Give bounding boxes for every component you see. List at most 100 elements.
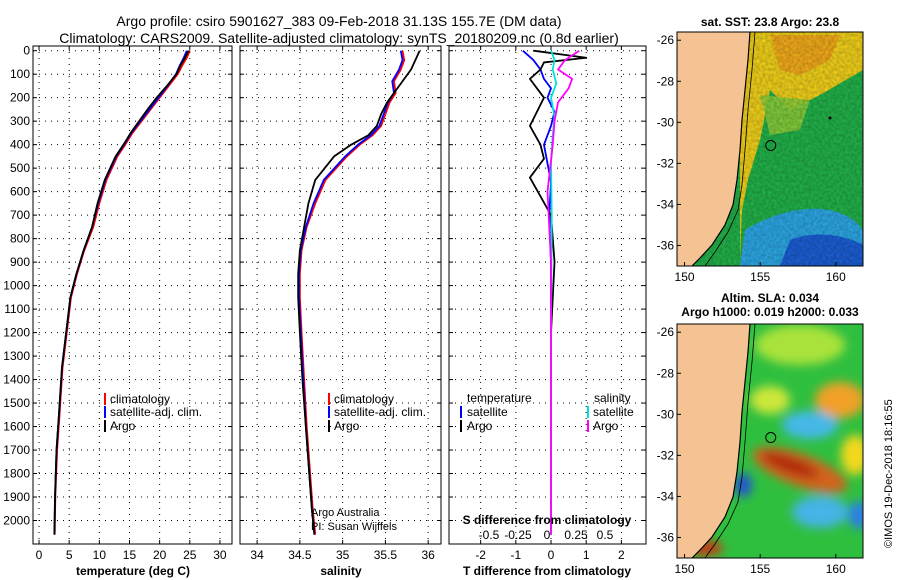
credit-line2: PI: Susan Wijffels: [311, 521, 397, 533]
temperature-ticks: 0 5 10 15 20 25 300100200300400500600700800900…: [3, 44, 232, 562]
temperature-xlabel: temperature (deg C): [76, 564, 190, 578]
sla-eddies: [687, 325, 863, 556]
ytick-label: 1700: [3, 443, 30, 457]
map-xtick-label: 150: [675, 562, 695, 576]
ytick-label: 900: [10, 255, 30, 269]
sst-dot: [828, 116, 832, 120]
xtick-label: 0: [548, 548, 555, 562]
salinity-legend: climatology satellite-adj. clim. Argo: [328, 392, 426, 433]
ytick-label: 600: [10, 185, 30, 199]
legend-climatology-label: climatology: [110, 392, 170, 406]
xtick-label: 35: [336, 548, 350, 562]
salinity-ticks: 34 34.5 35 35.5 36: [240, 46, 441, 562]
difference-top-axis-label: S difference from climatology: [463, 513, 632, 527]
xtick-label: 5: [66, 548, 73, 562]
ytick-label: 700: [10, 208, 30, 222]
legend-satellite-label: satellite-adj. clim.: [110, 405, 202, 419]
sst-map-title: sat. SST: 23.8 Argo: 23.8: [701, 15, 840, 29]
sst-map-ticks: 150 155 160 -26 -28 -30 -32 -34 -36: [657, 33, 846, 284]
legend-salinity-heading: salinity: [594, 391, 631, 405]
ytick-label: 1100: [4, 302, 30, 316]
figure-title-line1: Argo profile: csiro 5901627_383 09-Feb-2…: [116, 13, 561, 29]
difference-xlabel: T difference from climatology: [463, 564, 631, 578]
map-xtick-label: 150: [675, 270, 695, 284]
temperature-series: [53, 50, 191, 535]
credit-line1: Argo Australia: [311, 507, 380, 519]
xtick-label: 34: [250, 548, 264, 562]
sla-map-frame: [676, 323, 864, 559]
legend-satellite-label: satellite-adj. clim.: [334, 405, 426, 419]
sst-map-frame: [676, 31, 864, 267]
map-ytick-label: -34: [657, 489, 675, 503]
top-xtick-label: 0.25: [564, 528, 588, 542]
xtick-label: 20: [153, 548, 167, 562]
temperature-frame: [32, 45, 233, 545]
difference-frame: [448, 45, 647, 545]
sla-eddy: [792, 496, 848, 528]
sla-map-field: [677, 324, 863, 558]
xtick-label: 10: [93, 548, 107, 562]
ytick-label: 1200: [3, 326, 30, 340]
map-xtick-label: 160: [826, 562, 846, 576]
legend-sal-satellite-label: satellite: [593, 405, 634, 419]
difference-panel: -2 -1 0 1 2 -0.5 -0.25 0 0.25 0.5 T difference fr…: [448, 45, 647, 578]
map-xtick-label: 160: [826, 270, 846, 284]
difference-ticks: -2 -1 0 1 2 -0.5 -0.25 0 0.25 0.5: [449, 46, 646, 562]
xtick-label: -1: [511, 548, 522, 562]
temperature-grid: [33, 46, 232, 544]
legend-temp-satellite-label: satellite: [467, 405, 508, 419]
series-line-argo: [53, 50, 190, 535]
sla-eddy: [841, 435, 863, 475]
ytick-label: 1400: [3, 373, 30, 387]
legend-temp-argo-label: Argo: [467, 419, 493, 433]
sla-coastline: [691, 324, 751, 558]
xtick-label: -2: [475, 548, 486, 562]
sla-map: Altim. SLA: 0.034 Argo h1000: 0.019 h200…: [657, 291, 864, 576]
map-xtick-label: 155: [750, 270, 770, 284]
map-ytick-label: -30: [657, 115, 675, 129]
legend-argo-label: Argo: [334, 419, 360, 433]
legend-temperature-heading: temperature: [467, 391, 532, 405]
sst-map-field: [677, 32, 863, 266]
xtick-label: 30: [213, 548, 227, 562]
sla-map-ticks: 150 155 160 -26 -28 -30 -32 -34 -36: [657, 325, 846, 576]
series-line-climatology: [53, 50, 191, 535]
ytick-label: 300: [10, 114, 30, 128]
legend-sal-argo-label: Argo: [593, 419, 619, 433]
sla-eddy: [750, 386, 790, 414]
sst-coastline: [691, 32, 751, 266]
xtick-label: 25: [183, 548, 197, 562]
temperature-legend: climatology satellite-adj. clim. Argo: [104, 392, 202, 433]
legend-argo-label: Argo: [110, 419, 136, 433]
xtick-label: 35.5: [374, 548, 398, 562]
ytick-label: 1300: [3, 349, 30, 363]
map-ytick-label: -30: [657, 407, 675, 421]
salinity-xlabel: salinity: [320, 564, 362, 578]
ytick-label: 800: [10, 232, 30, 246]
ytick-label: 400: [10, 138, 30, 152]
sla-map-title-line1: Altim. SLA: 0.034: [721, 291, 819, 305]
temperature-panel: 0 5 10 15 20 25 300100200300400500600700800900…: [3, 44, 233, 578]
ytick-label: 100: [10, 67, 30, 81]
map-ytick-label: -36: [657, 238, 675, 252]
salinity-grid: [240, 46, 441, 544]
map-ytick-label: -26: [657, 325, 675, 339]
map-ytick-label: -32: [657, 156, 675, 170]
xtick-label: 36: [421, 548, 435, 562]
map-ytick-label: -34: [657, 197, 675, 211]
series-line-satellite-adj-clim-: [298, 50, 404, 535]
map-ytick-label: -36: [657, 530, 675, 544]
ytick-label: 0: [23, 44, 30, 58]
sla-eddy: [848, 501, 863, 529]
xtick-label: 15: [123, 548, 137, 562]
map-ytick-label: -28: [657, 74, 675, 88]
ytick-label: 1600: [3, 420, 30, 434]
map-ytick-label: -26: [657, 33, 675, 47]
salinity-series: [297, 50, 421, 535]
series-line-salinity-argo: [546, 49, 580, 535]
salinity-panel: 34 34.5 35 35.5 36 salinity climatology sate…: [239, 45, 442, 578]
sla-eddy: [755, 325, 845, 365]
sla-eddy: [734, 473, 752, 497]
ytick-label: 1900: [3, 490, 30, 504]
sla-eddy: [761, 452, 819, 478]
